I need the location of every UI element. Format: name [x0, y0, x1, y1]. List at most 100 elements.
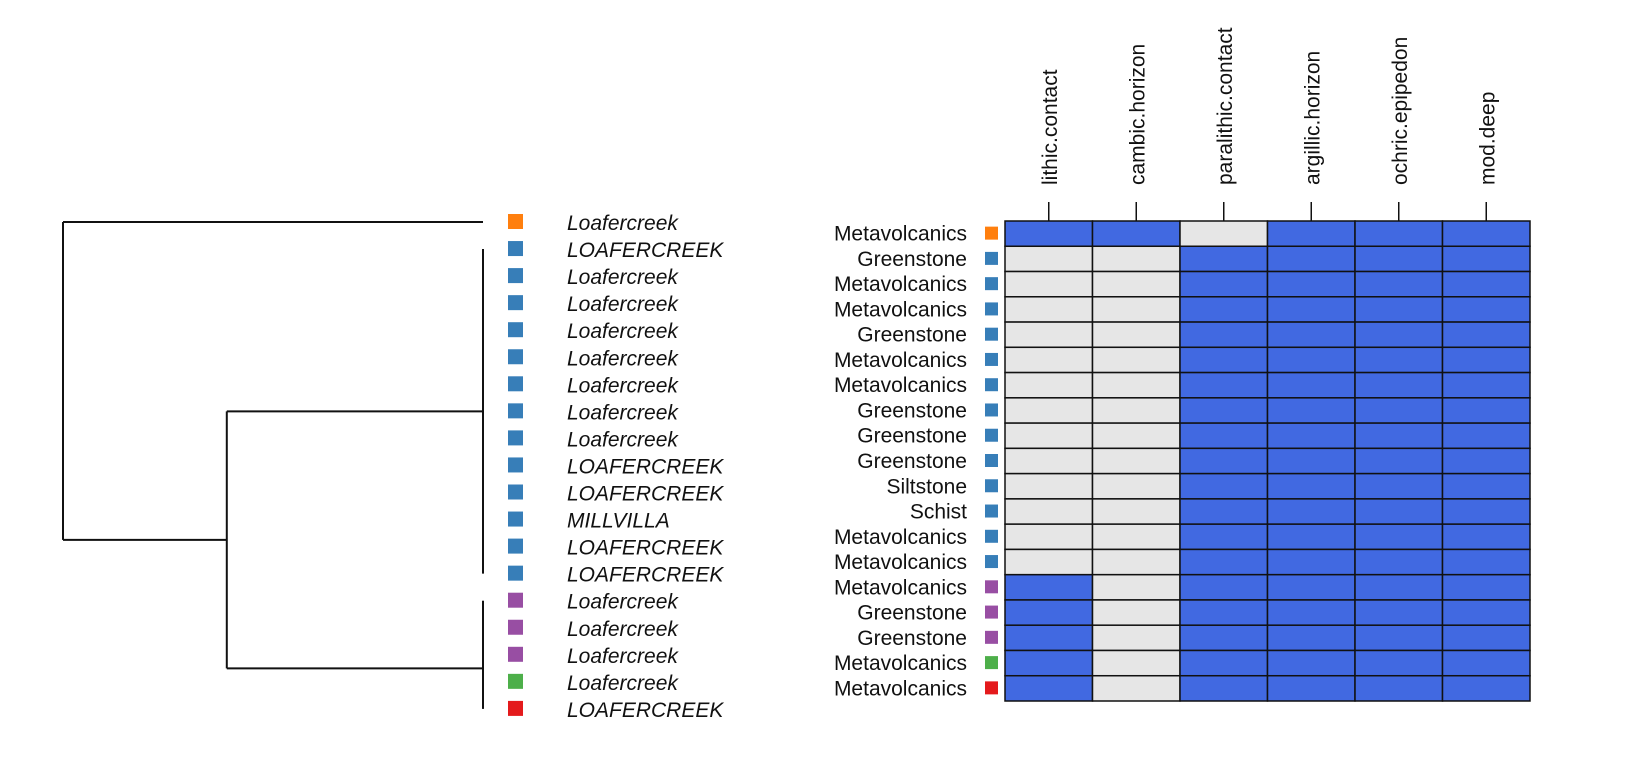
row-label: Greenstone: [857, 248, 967, 271]
row-color-marker: [985, 327, 998, 341]
heatmap-cell: [1354, 371, 1444, 399]
heatmap-column-labels: lithic.contact cambic.horizon paralithic.c…: [1039, 27, 1499, 221]
heatmap-cell: [1179, 523, 1269, 551]
heatmap-cell: [1441, 397, 1531, 424]
heatmap-cell: [1179, 599, 1269, 626]
heatmap-cell: [1179, 447, 1269, 475]
heatmap-cell: [1179, 397, 1269, 424]
heatmap-cell: [1179, 674, 1269, 702]
heatmap-cell: [1266, 498, 1356, 525]
tip-label: LOAFERCREEK: [567, 483, 724, 506]
tip-label: LOAFERCREEK: [567, 537, 724, 560]
heatmap-cell: [1179, 371, 1269, 399]
heatmap-cell: [1441, 371, 1531, 399]
tip-color-marker: [508, 565, 523, 581]
row-color-marker: [985, 378, 998, 392]
tip-color-marker: [508, 484, 523, 500]
heatmap-cell: [1354, 573, 1444, 601]
heatmap-cell: [1004, 573, 1094, 601]
heatmap-cell: [1091, 472, 1181, 500]
row-label: Metavolcanics: [834, 677, 967, 700]
heatmap-cell: [1004, 674, 1094, 702]
heatmap-cell: [1091, 245, 1181, 273]
heatmap-cell: [1354, 397, 1444, 424]
tip-color-marker: [508, 592, 523, 608]
row-color-marker: [985, 504, 998, 518]
heatmap-cell: [1004, 245, 1094, 273]
heatmap-cell: [1441, 674, 1531, 702]
row-color-marker: [985, 555, 998, 569]
heatmap-cell: [1004, 321, 1094, 349]
row-color-marker: [985, 428, 998, 442]
heatmap-cell: [1441, 245, 1531, 273]
heatmap-cell: [1354, 548, 1444, 576]
heatmap-cell: [1266, 599, 1356, 626]
heatmap-cell: [1091, 523, 1181, 551]
tip-color-marker: [508, 349, 523, 365]
row-color-marker: [985, 251, 998, 265]
heatmap-cell: [1354, 220, 1444, 248]
heatmap-cell: [1091, 296, 1181, 323]
heatmap-cell: [1441, 447, 1531, 475]
heatmap-cell: [1441, 498, 1531, 525]
heatmap-cell: [1441, 624, 1531, 652]
row-label: Metavolcanics: [834, 223, 967, 246]
row-label: Siltstone: [886, 475, 967, 498]
heatmap-cell: [1091, 346, 1181, 374]
tip-color-marker: [508, 322, 523, 338]
heatmap-cell: [1441, 523, 1531, 551]
heatmap-cell: [1004, 599, 1094, 626]
heatmap-cell: [1441, 296, 1531, 323]
heatmap-cell: [1091, 649, 1181, 677]
heatmap-row-labels: MetavolcanicsGreenstoneMetavolcanicsMeta…: [834, 223, 998, 700]
column-label: cambic.horizon: [1126, 44, 1149, 185]
heatmap-cell: [1179, 220, 1269, 248]
heatmap-cell: [1179, 321, 1269, 349]
heatmap-cell: [1179, 649, 1269, 677]
row-label: Metavolcanics: [834, 273, 967, 296]
heatmap-cell: [1004, 624, 1094, 652]
tip-color-marker: [508, 457, 523, 473]
row-label: Greenstone: [857, 602, 967, 625]
heatmap-cell: [1266, 422, 1356, 450]
row-label: Greenstone: [857, 627, 967, 650]
tip-color-marker: [508, 268, 523, 284]
row-label: Metavolcanics: [834, 298, 967, 321]
tip-color-marker: [508, 214, 523, 229]
row-label: Metavolcanics: [834, 349, 967, 372]
heatmap-cell: [1441, 270, 1531, 298]
tip-color-marker: [508, 403, 523, 419]
tip-label: LOAFERCREEK: [567, 699, 724, 722]
tip-label: LOAFERCREEK: [567, 455, 724, 478]
heatmap-cell: [1354, 422, 1444, 450]
heatmap-cell: [1004, 523, 1094, 551]
row-color-marker: [985, 580, 998, 594]
dendrogram: [62, 221, 484, 709]
heatmap-cell: [1354, 245, 1444, 273]
heatmap-cell: [1354, 296, 1444, 323]
column-label: paralithic.contact: [1214, 27, 1237, 185]
heatmap-cell: [1004, 498, 1094, 525]
heatmap-cell: [1091, 548, 1181, 576]
heatmap-cell: [1266, 245, 1356, 273]
heatmap-cell: [1091, 573, 1181, 601]
row-label: Metavolcanics: [834, 526, 967, 549]
heatmap-cell: [1266, 548, 1356, 576]
heatmap-cell: [1354, 472, 1444, 500]
heatmap-cell: [1091, 220, 1181, 248]
heatmap-cell: [1266, 624, 1356, 652]
row-label: Metavolcanics: [834, 576, 967, 599]
tip-color-marker: [508, 646, 523, 662]
heatmap-cell: [1091, 674, 1181, 702]
heatmap-cell: [1266, 447, 1356, 475]
heatmap-cell: [1179, 624, 1269, 652]
column-label: ochric.epipedon: [1389, 37, 1412, 185]
heatmap-cell: [1004, 548, 1094, 576]
row-label: Greenstone: [857, 450, 967, 473]
row-color-marker: [985, 681, 998, 695]
tip-label: Loafercreek: [567, 401, 679, 424]
heatmap-cell: [1266, 472, 1356, 500]
column-label: lithic.contact: [1039, 69, 1062, 185]
heatmap-cell: [1091, 321, 1181, 349]
heatmap-cell: [1004, 397, 1094, 424]
